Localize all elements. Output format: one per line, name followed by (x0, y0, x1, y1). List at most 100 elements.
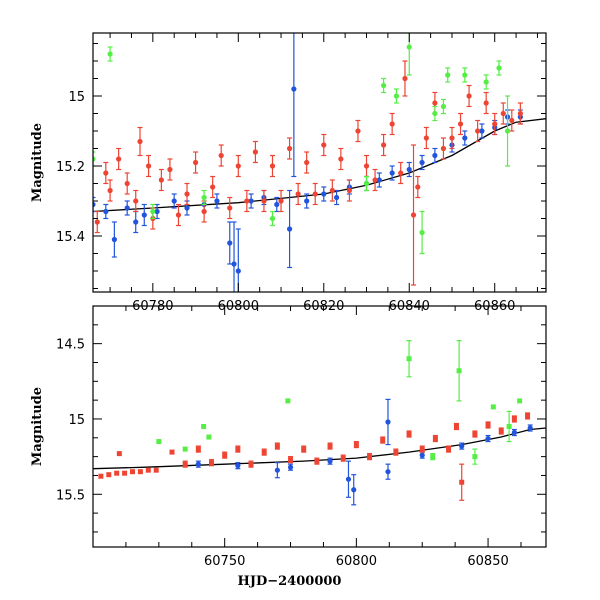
data-point (345, 476, 352, 482)
data-point (472, 454, 478, 460)
y-tick-label: 15 (68, 413, 85, 428)
data-point (106, 472, 112, 478)
data-point (353, 442, 359, 448)
data-point (376, 177, 382, 183)
series-1 (98, 412, 531, 501)
data-point (304, 198, 310, 204)
data-point (367, 454, 373, 460)
data-point (498, 428, 504, 434)
x-tick-label: 60800 (336, 554, 377, 569)
data-point (525, 413, 531, 419)
data-point (206, 434, 212, 440)
data-point (175, 212, 182, 218)
data-point (406, 356, 412, 362)
data-point (182, 446, 188, 452)
data-point (506, 424, 512, 429)
data-point (483, 100, 489, 106)
data-point (459, 479, 465, 485)
data-point (419, 159, 425, 166)
data-point (130, 469, 136, 475)
data-point (235, 446, 241, 452)
data-point (440, 145, 447, 152)
data-point (511, 429, 517, 436)
data-point (410, 212, 417, 218)
data-point (227, 205, 233, 211)
data-point (235, 268, 241, 274)
data-point (393, 449, 399, 455)
data-point (133, 198, 139, 204)
top-panel: 60780 60800 60820 60840 608601515.215.4Magni… (30, 32, 547, 314)
data-point (195, 461, 201, 467)
data-point (154, 208, 160, 215)
series-0 (195, 398, 533, 506)
data-point (372, 177, 378, 183)
x-axis-label: HJD−2400000 (238, 574, 342, 589)
data-point (201, 208, 207, 215)
data-point (509, 117, 515, 124)
data-point (156, 439, 162, 445)
data-point (209, 460, 215, 466)
data-point (214, 198, 220, 204)
data-point (169, 449, 175, 455)
data-point (419, 452, 425, 458)
data-point (286, 145, 293, 152)
data-point (150, 208, 156, 215)
data-point (285, 398, 291, 404)
data-point (432, 436, 438, 442)
data-point (133, 219, 139, 225)
data-point (114, 470, 120, 476)
data-point (419, 446, 425, 452)
data-point (327, 443, 333, 449)
x-tick-label: 60850 (467, 554, 508, 569)
data-point (327, 458, 333, 464)
data-point (312, 191, 318, 197)
data-point (351, 487, 357, 493)
data-point (432, 152, 438, 159)
data-point (346, 187, 353, 194)
y-tick-label: 14.5 (56, 338, 85, 353)
data-point (483, 79, 489, 85)
data-point (485, 435, 491, 442)
data-point (389, 170, 395, 176)
data-point (231, 261, 237, 267)
data-point (459, 443, 465, 449)
data-point (235, 463, 241, 469)
data-point (107, 187, 113, 194)
data-point (321, 191, 327, 197)
model-curve (93, 427, 546, 470)
data-point (287, 464, 294, 470)
data-point (355, 128, 361, 134)
data-point (472, 431, 478, 437)
data-point (201, 424, 207, 429)
data-point (430, 454, 436, 460)
data-point (485, 422, 491, 428)
data-point (504, 128, 511, 134)
plot-area (93, 340, 546, 506)
data-point (158, 177, 164, 183)
data-point (274, 443, 280, 449)
data-point (274, 467, 280, 473)
data-point (124, 180, 130, 187)
data-point (107, 51, 113, 57)
data-point (393, 93, 400, 99)
data-point (111, 236, 117, 243)
model-curve (93, 118, 546, 213)
data-point (402, 75, 408, 82)
data-point (291, 86, 297, 92)
data-point (235, 163, 241, 169)
data-point (415, 184, 421, 190)
bottom-panel: 60750 60800 60850 14.5 15 15.5 Magnitude HJD−24… (30, 305, 547, 589)
data-point (94, 219, 100, 225)
data-point (406, 166, 412, 173)
data-point (286, 226, 293, 232)
y-tick-label: 15.4 (56, 230, 85, 245)
data-point (261, 198, 267, 204)
data-point (385, 419, 391, 425)
data-point (432, 110, 438, 117)
data-point (171, 198, 177, 204)
data-point (527, 425, 533, 431)
data-point (301, 446, 307, 452)
data-point (406, 431, 412, 437)
data-point (278, 198, 284, 204)
data-point (500, 110, 506, 117)
